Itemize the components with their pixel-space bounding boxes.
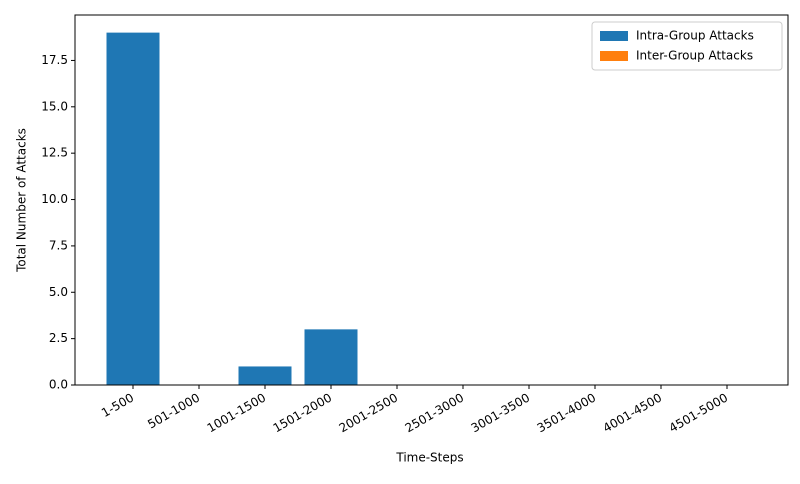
y-tick-label: 2.5 [49, 331, 68, 345]
x-axis-label: Time-Steps [395, 451, 463, 465]
x-tick-label: 2501-3000 [403, 391, 467, 436]
bar [238, 366, 292, 385]
x-tick-label: 4501-5000 [667, 391, 731, 436]
legend-label: Intra-Group Attacks [636, 29, 754, 43]
y-tick-label: 5.0 [49, 285, 68, 299]
x-tick-label: 1501-2000 [271, 391, 335, 436]
legend-swatch [600, 51, 628, 61]
y-tick-label: 15.0 [41, 99, 68, 113]
y-tick-label: 0.0 [49, 378, 68, 392]
x-tick-label: 3001-3500 [469, 391, 533, 436]
legend-label: Inter-Group Attacks [636, 49, 753, 63]
y-tick-label: 12.5 [41, 146, 68, 160]
x-tick-label: 4001-4500 [601, 391, 665, 436]
y-axis-label: Total Number of Attacks [15, 128, 29, 273]
y-tick-label: 17.5 [41, 53, 68, 67]
y-tick-label: 10.0 [41, 192, 68, 206]
legend-swatch [600, 31, 628, 41]
y-tick-label: 7.5 [49, 238, 68, 252]
bar [106, 32, 160, 385]
x-tick-label: 3501-4000 [535, 391, 599, 436]
legend-box [591, 21, 783, 71]
x-tick-label: 1-500 [99, 391, 136, 421]
bar [304, 329, 358, 385]
plot-frame [74, 14, 789, 386]
x-tick-label: 501-1000 [145, 391, 202, 432]
x-tick-label: 2001-2500 [337, 391, 401, 436]
x-tick-label: 1001-1500 [205, 391, 269, 436]
